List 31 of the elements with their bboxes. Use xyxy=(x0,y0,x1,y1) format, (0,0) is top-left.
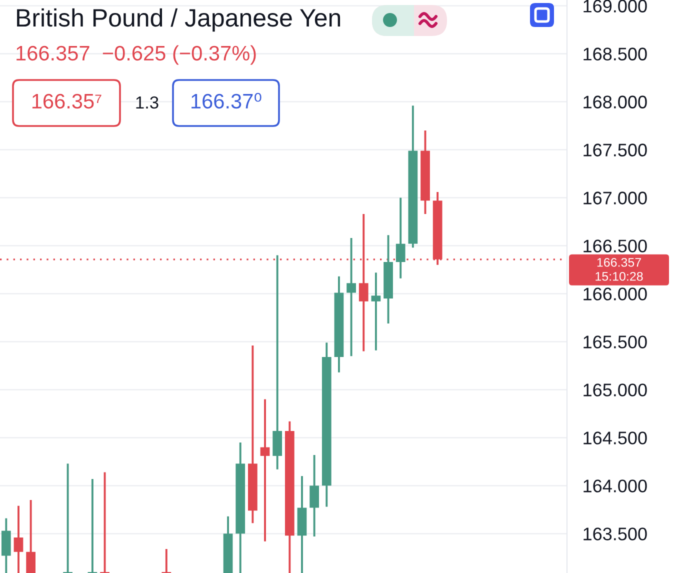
candlestick xyxy=(260,398,270,542)
text: 15:10:28 xyxy=(596,272,643,281)
y-tick-label: 168.000 xyxy=(584,96,647,108)
candlestick xyxy=(310,454,319,538)
candlestick xyxy=(100,471,110,573)
candlestick xyxy=(272,254,282,470)
y-tick-label: 167.500 xyxy=(584,144,647,156)
y-tick-label: 163.500 xyxy=(584,528,647,540)
annotation: 166.35⁷ xyxy=(32,94,102,109)
y-tick-label: 164.500 xyxy=(584,432,647,444)
chart-title: British Pound / Japanese Yen xyxy=(17,8,340,32)
y-tick-label: 166.500 xyxy=(584,240,647,252)
candlestick xyxy=(162,548,172,573)
y-tick-label: 169.000 xyxy=(584,0,647,12)
candlestick xyxy=(371,272,381,352)
ref-line-label: 166.357 xyxy=(597,258,641,267)
candlestick xyxy=(63,462,72,573)
y-tick-label: 166.000 xyxy=(584,288,647,300)
annotation: 1.3 xyxy=(136,96,158,109)
y-tick-label: 164.000 xyxy=(584,480,647,492)
y-tick-label: 168.500 xyxy=(584,48,647,60)
candlestick xyxy=(88,478,98,573)
y-tick-label: 165.500 xyxy=(584,336,647,348)
candlestick xyxy=(26,499,36,573)
annotation: 166.37⁰ xyxy=(192,92,262,109)
candlestick xyxy=(396,196,406,280)
y-tick-label: 165.000 xyxy=(584,384,647,396)
candlestick xyxy=(14,504,24,573)
text: 166.357 −0.625 (−0.37%) xyxy=(16,45,256,65)
y-tick-label: 167.000 xyxy=(584,192,647,204)
candlestick xyxy=(346,237,356,358)
